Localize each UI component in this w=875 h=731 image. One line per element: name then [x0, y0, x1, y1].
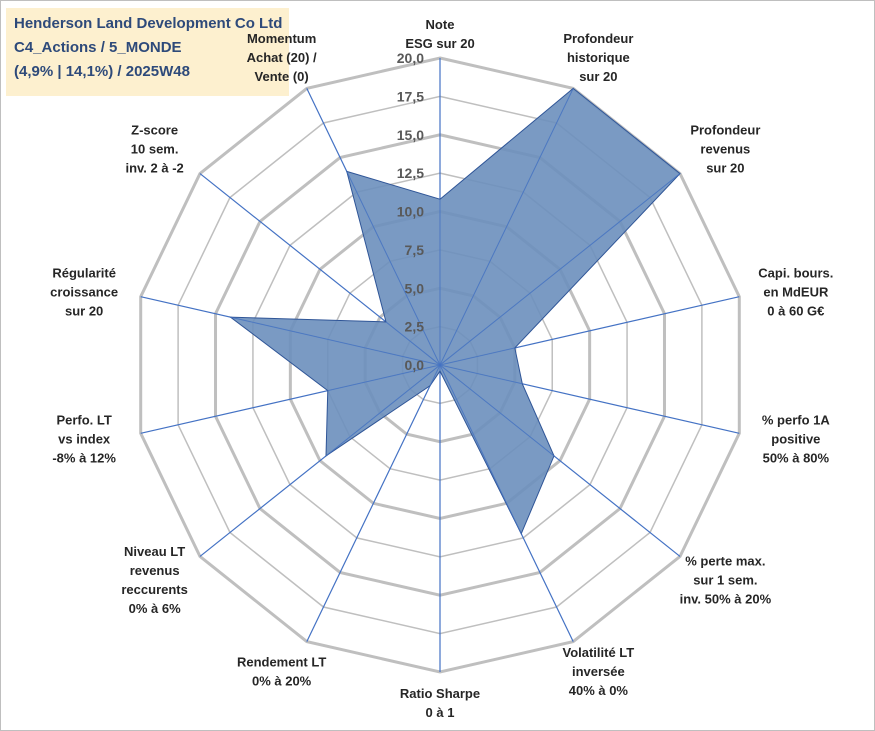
axis-label: Niveau LT revenus reccurents 0% à 6%	[121, 544, 187, 616]
axis-label: % perfo 1A positive 50% à 80%	[762, 413, 831, 466]
axis-label: Volatilité LT inversée 40% à 0%	[562, 645, 634, 698]
tick-label: 10,0	[397, 204, 424, 220]
title-company: Henderson Land Development Co Ltd	[14, 15, 283, 32]
axis-spoke-overlay	[385, 321, 441, 366]
axis-spoke-overlay	[439, 173, 681, 366]
axis-spoke-overlay	[439, 364, 555, 457]
title-period: (4,9% | 14,1%) / 2025W48	[14, 63, 190, 80]
axis-label: Régularité croissance sur 20	[50, 265, 118, 318]
axis-spoke-overlay	[439, 347, 515, 366]
axis-label: Profondeur revenus sur 20	[690, 123, 760, 176]
radar-axis-labels: Note ESG sur 20 Profondeur historique sur 20…	[50, 17, 833, 720]
tick-label: 15,0	[397, 127, 424, 143]
axis-spoke-overlay	[439, 364, 522, 534]
axis-label: Perfo. LT vs index -8% à 12%	[52, 413, 116, 466]
radar-series	[228, 87, 681, 535]
chart-title-box: Henderson Land Development Co Ltd C4_Act…	[6, 8, 289, 96]
radar-tick-labels: 0,0 2,5 5,0 7,5 10,0 12,5 15,0 17,5 20,0	[397, 50, 424, 373]
axis-label: Ratio Sharpe 0 à 1	[400, 686, 480, 720]
axis-spoke-overlay	[429, 364, 441, 386]
series-area	[228, 87, 681, 535]
axis-spoke-overlay	[325, 364, 441, 457]
axis-label: Note ESG sur 20	[405, 17, 474, 51]
axis-label: % perte max. sur 1 sem. inv. 50% à 20%	[680, 553, 772, 606]
tick-label: 2,5	[405, 319, 425, 335]
axis-label: Capi. bours. en MdEUR 0 à 60 G€	[758, 265, 833, 318]
axis-spoke	[306, 364, 441, 642]
tick-label: 17,5	[397, 88, 424, 104]
axis-spoke-overlay	[230, 316, 441, 366]
axis-spoke-overlay	[346, 171, 441, 366]
tick-label: 12,5	[397, 165, 424, 181]
axis-label: Rendement LT 0% à 20%	[237, 655, 326, 689]
tick-label: 5,0	[405, 280, 425, 296]
tick-label: 20,0	[397, 50, 424, 66]
axis-spoke-overlay	[439, 364, 523, 385]
axis-label: Momentum Achat (20) / Vente (0)	[247, 31, 317, 84]
axis-spoke-overlay	[327, 364, 441, 392]
tick-label: 7,5	[405, 242, 425, 258]
axis-label: Profondeur historique sur 20	[563, 31, 633, 84]
axis-spoke-overlay	[439, 88, 574, 366]
title-category: C4_Actions / 5_MONDE	[14, 39, 182, 56]
tick-label: 0,0	[405, 357, 425, 373]
axis-label: Z-score 10 sem. inv. 2 à -2	[125, 123, 183, 176]
